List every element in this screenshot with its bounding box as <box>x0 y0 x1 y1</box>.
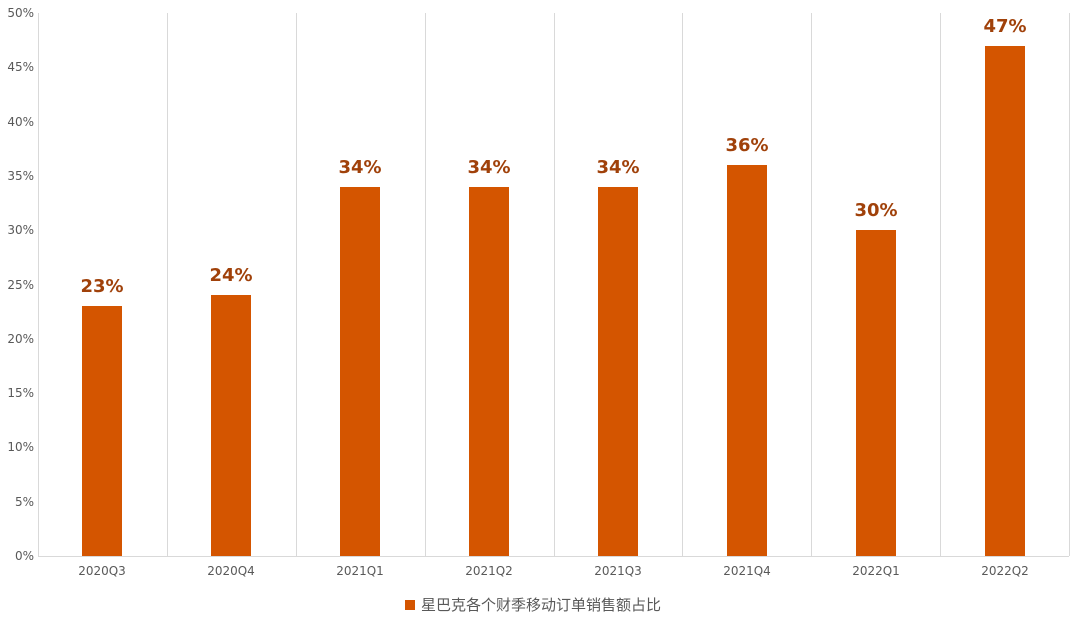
grid-line <box>296 13 297 556</box>
legend-label: 星巴克各个财季移动订单销售额占比 <box>421 596 662 614</box>
x-tick-label: 2021Q2 <box>465 564 513 578</box>
bar-2022Q1 <box>856 230 896 556</box>
data-label: 47% <box>983 15 1027 37</box>
grid-line <box>1069 13 1070 556</box>
data-label: 34% <box>467 156 511 178</box>
x-tick-label: 2021Q3 <box>594 564 642 578</box>
y-tick-label: 45% <box>7 60 34 75</box>
y-tick-label: 0% <box>14 549 34 563</box>
x-axis-line <box>38 556 1069 557</box>
x-tick-label: 2020Q3 <box>78 564 126 578</box>
bar-2021Q2 <box>469 186 509 556</box>
bar-2022Q2 <box>985 45 1025 556</box>
chart-legend: 星巴克各个财季移动订单销售额占比 <box>405 594 661 615</box>
x-tick-label: 2022Q1 <box>852 564 900 578</box>
y-tick-label: 50% <box>7 6 34 20</box>
x-tick-label: 2022Q2 <box>981 564 1029 578</box>
x-tick-label: 2021Q4 <box>723 564 771 578</box>
legend-swatch <box>405 599 415 610</box>
bar-2021Q1 <box>340 186 380 556</box>
grid-line <box>811 13 812 556</box>
grid-line <box>38 13 39 556</box>
x-tick-label: 2021Q1 <box>336 564 384 578</box>
data-label: 23% <box>80 276 124 298</box>
y-tick-label: 5% <box>14 494 34 509</box>
y-tick-label: 25% <box>7 277 34 292</box>
y-tick-label: 40% <box>7 114 34 129</box>
grid-line <box>425 13 426 556</box>
x-tick-label: 2020Q4 <box>207 564 255 578</box>
bar-2021Q3 <box>598 186 638 556</box>
data-label: 34% <box>596 156 640 178</box>
data-label: 36% <box>725 135 769 157</box>
grid-line <box>554 13 555 556</box>
grid-line <box>682 13 683 556</box>
grid-line <box>940 13 941 556</box>
grid-line <box>167 13 168 556</box>
data-label: 24% <box>209 265 253 287</box>
y-tick-label: 35% <box>7 168 34 183</box>
y-tick-label: 30% <box>7 223 34 238</box>
data-label: 30% <box>854 200 898 222</box>
bar-2020Q3 <box>82 306 122 556</box>
y-tick-label: 20% <box>7 331 34 346</box>
bar-2020Q4 <box>211 295 251 556</box>
y-tick-label: 10% <box>7 440 34 455</box>
y-tick-label: 15% <box>7 386 34 401</box>
bar-2021Q4 <box>727 165 767 556</box>
data-label: 34% <box>338 156 382 178</box>
